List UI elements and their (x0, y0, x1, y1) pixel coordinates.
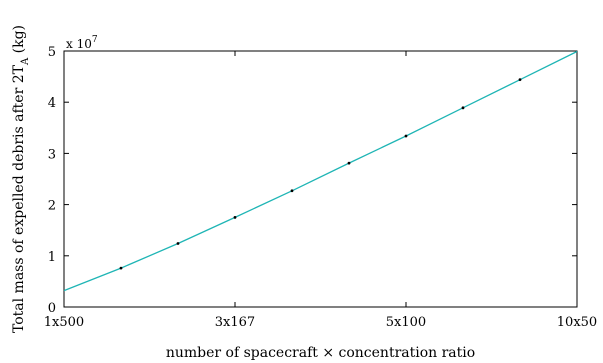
x-tick-label: 3x167 (215, 315, 255, 330)
y-tick-label: 0 (48, 301, 56, 316)
y-tick-label: 2 (48, 199, 56, 214)
y-axis-multiplier-exponent: 7 (92, 35, 98, 45)
y-tick-label: 3 (48, 147, 56, 162)
data-point (347, 161, 351, 165)
y-axis-title-main: Total mass of expelled debris after 2T (11, 64, 27, 333)
y-axis-title: Total mass of expelled debris after 2TA … (11, 25, 31, 333)
y-axis-multiplier-base: x 10 (66, 37, 92, 51)
x-tick-label: 10x50 (557, 315, 597, 330)
series-line (63, 50, 578, 292)
x-axis-title: number of spacecraft × concentration rat… (166, 345, 475, 361)
series-layer (63, 50, 578, 292)
data-point (233, 216, 237, 219)
y-axis-title-unit: (kg) (11, 25, 27, 58)
data-point (461, 106, 465, 110)
data-point (290, 189, 294, 193)
ticks: 1x500 3x167 5x100 10x50 0 1 2 3 4 5 (44, 45, 597, 330)
data-point (119, 266, 123, 270)
y-tick-label: 1 (48, 250, 56, 265)
data-point (404, 134, 408, 138)
x-tick-label: 1x500 (44, 315, 84, 330)
y-tick-label: 4 (48, 96, 56, 111)
data-point (176, 242, 180, 245)
y-axis-title-subscript: A (20, 57, 31, 66)
plot-frame (63, 50, 578, 308)
x-tick-label: 5x100 (386, 315, 426, 330)
plot-frame-group (63, 50, 578, 308)
data-point (518, 78, 522, 82)
y-axis-multiplier: x 107 (66, 35, 98, 51)
labels-layer: number of spacecraft × concentration rat… (11, 25, 475, 361)
y-tick-label: 5 (48, 45, 56, 60)
